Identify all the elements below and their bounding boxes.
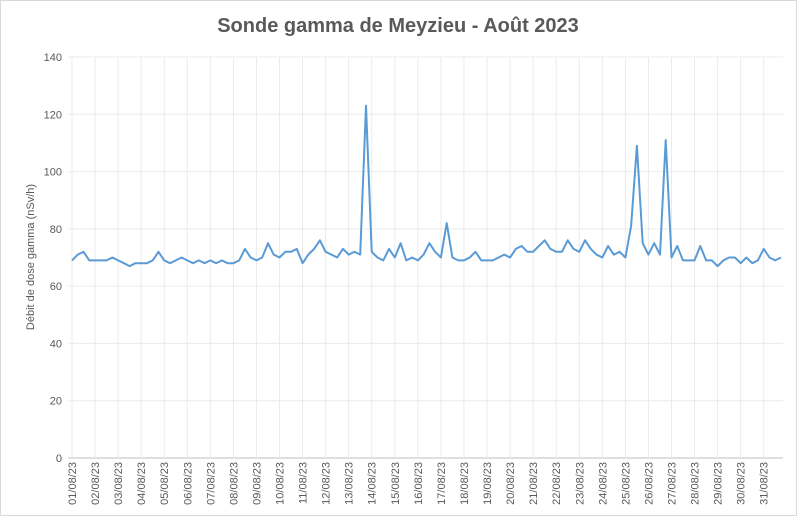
x-tick-label: 09/08/23 [251, 462, 263, 505]
x-tick-label: 12/08/23 [321, 462, 333, 505]
x-tick-label: 26/08/23 [643, 462, 655, 505]
y-tick-label: 120 [44, 109, 62, 121]
y-tick-label: 0 [56, 453, 62, 465]
x-tick-label: 29/08/23 [713, 462, 725, 505]
x-tick-label: 25/08/23 [620, 462, 632, 505]
x-tick-label: 21/08/23 [528, 462, 540, 505]
x-tick-label: 22/08/23 [551, 462, 563, 505]
y-tick-label: 140 [44, 52, 62, 64]
x-tick-label: 18/08/23 [459, 462, 471, 505]
x-tick-label: 17/08/23 [436, 462, 448, 505]
x-tick-label: 14/08/23 [367, 462, 379, 505]
y-axis-title: Débit de dose gamma (nSv/h) [25, 184, 37, 330]
x-tick-label: 31/08/23 [759, 462, 771, 505]
chart-title: Sonde gamma de Meyzieu - Août 2023 [217, 15, 579, 37]
x-tick-label: 01/08/23 [67, 462, 79, 505]
x-tick-label: 08/08/23 [228, 462, 240, 505]
x-tick-label: 02/08/23 [90, 462, 102, 505]
y-tick-label: 100 [44, 167, 62, 179]
x-tick-label: 28/08/23 [690, 462, 702, 505]
x-tick-label: 30/08/23 [736, 462, 748, 505]
x-tick-label: 10/08/23 [275, 462, 287, 505]
x-tick-label: 03/08/23 [113, 462, 125, 505]
x-tick-label: 05/08/23 [159, 462, 171, 505]
y-tick-label: 80 [50, 224, 62, 236]
y-tick-label: 20 [50, 396, 62, 408]
x-tick-label: 23/08/23 [574, 462, 586, 505]
x-tick-label: 16/08/23 [413, 462, 425, 505]
x-tick-label: 04/08/23 [136, 462, 148, 505]
x-tick-label: 06/08/23 [182, 462, 194, 505]
x-tick-label: 19/08/23 [482, 462, 494, 505]
y-tick-label: 60 [50, 281, 62, 293]
x-tick-label: 20/08/23 [505, 462, 517, 505]
y-tick-label: 40 [50, 338, 62, 350]
x-tick-label: 13/08/23 [344, 462, 356, 505]
x-tick-label: 11/08/23 [298, 462, 310, 504]
x-tick-label: 07/08/23 [205, 462, 217, 505]
x-tick-label: 24/08/23 [597, 462, 609, 505]
x-tick-label: 15/08/23 [390, 462, 402, 505]
x-tick-label: 27/08/23 [666, 462, 678, 505]
data-line [71, 104, 782, 268]
